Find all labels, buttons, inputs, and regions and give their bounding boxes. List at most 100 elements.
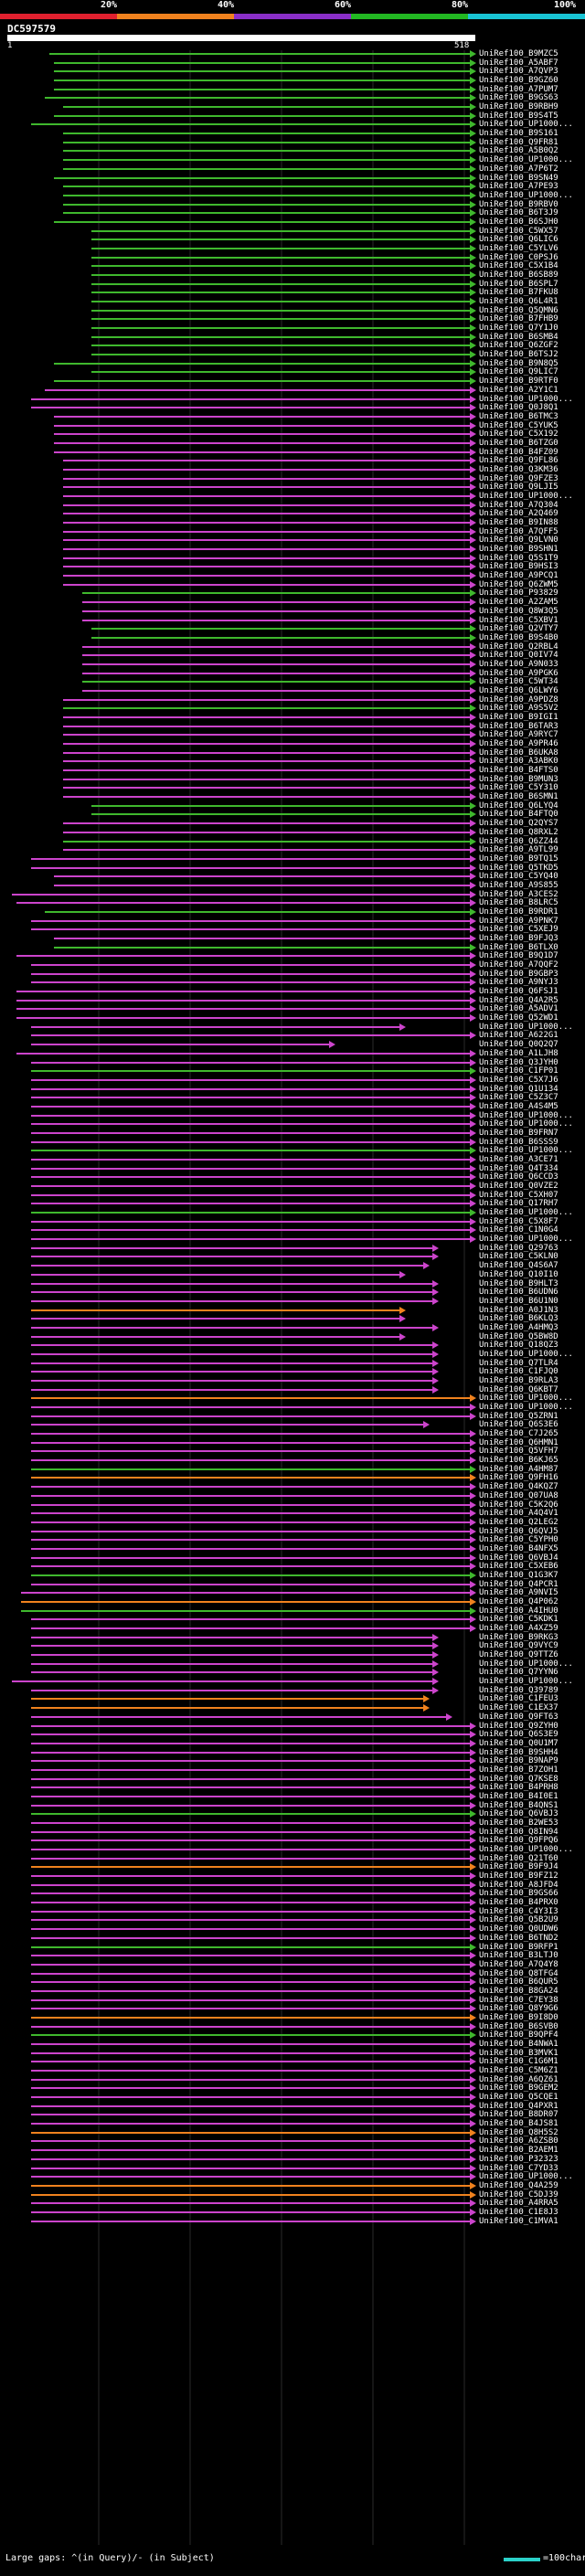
hit-label[interactable]: UniRef100_Q6ZWM5 xyxy=(479,579,558,589)
hit-label[interactable]: UniRef100_B6SMN1 xyxy=(479,792,558,802)
hit-label[interactable]: UniRef100_Q9FR81 xyxy=(479,137,558,147)
hit-label[interactable]: UniRef100_B9F9J4 xyxy=(479,1862,558,1872)
hit-row[interactable]: UniRef100_B6SPL7 xyxy=(0,280,585,289)
hit-row[interactable]: UniRef100_C5YQ40 xyxy=(0,872,585,881)
hit-label[interactable]: UniRef100_C4Y3I3 xyxy=(479,1906,558,1916)
hit-row[interactable]: UniRef100_B9GEM2 xyxy=(0,2083,585,2093)
hit-label[interactable]: UniRef100_C1FEU3 xyxy=(479,1694,558,1704)
hit-label[interactable]: UniRef100_B7FHB9 xyxy=(479,314,558,324)
hit-label[interactable]: UniRef100_A4Q4V1 xyxy=(479,1509,558,1519)
hit-label[interactable]: UniRef100_C5DJ39 xyxy=(479,2189,558,2200)
hit-row[interactable]: UniRef100_C5XEJ9 xyxy=(0,925,585,934)
hit-row[interactable]: UniRef100_Q4PXR1 xyxy=(0,2102,585,2111)
hit-label[interactable]: UniRef100_Q6CCD3 xyxy=(479,1172,558,1182)
hit-row[interactable]: UniRef100_B4PRH8 xyxy=(0,1783,585,1792)
hit-row[interactable]: UniRef100_Q7Y1J0 xyxy=(0,323,585,333)
hit-row[interactable]: UniRef100_C5Z3C7 xyxy=(0,1093,585,1102)
hit-row[interactable]: UniRef100_B9F9J4 xyxy=(0,1862,585,1871)
hit-label[interactable]: UniRef100_Q9FH16 xyxy=(479,1473,558,1483)
hit-row[interactable]: UniRef100_UP1000... xyxy=(0,1208,585,1217)
hit-label[interactable]: UniRef100_B8LRC5 xyxy=(479,898,558,908)
hit-label[interactable]: UniRef100_A622G1 xyxy=(479,1031,558,1041)
hit-label[interactable]: UniRef100_C5X7J6 xyxy=(479,1075,558,1085)
hit-row[interactable]: UniRef100_B6SB89 xyxy=(0,270,585,280)
hit-label[interactable]: UniRef100_B9RKG3 xyxy=(479,1632,558,1642)
hit-row[interactable]: UniRef100_B6SMN1 xyxy=(0,792,585,801)
hit-label[interactable]: UniRef100_Q10I10 xyxy=(479,1269,558,1279)
hit-row[interactable]: UniRef100_Q1G3K7 xyxy=(0,1571,585,1580)
hit-label[interactable]: UniRef100_B9RBV0 xyxy=(479,199,558,209)
hit-label[interactable]: UniRef100_A1LJH8 xyxy=(479,1048,558,1058)
hit-label[interactable]: UniRef100_C5XEJ9 xyxy=(479,925,558,935)
hit-label[interactable]: UniRef100_A7Q304 xyxy=(479,500,558,510)
hit-label[interactable]: UniRef100_C5YQ40 xyxy=(479,872,558,882)
hit-label[interactable]: UniRef100_A7Q4Y8 xyxy=(479,1959,558,1969)
hit-row[interactable]: UniRef100_C5WT34 xyxy=(0,677,585,686)
hit-label[interactable]: UniRef100_C5KDK1 xyxy=(479,1615,558,1625)
hit-label[interactable]: UniRef100_A9TL99 xyxy=(479,845,558,855)
hit-row[interactable]: UniRef100_B2AEM1 xyxy=(0,2146,585,2155)
hit-label[interactable]: UniRef100_A7QFF5 xyxy=(479,526,558,536)
hit-label[interactable]: UniRef100_A9PDZ8 xyxy=(479,694,558,705)
hit-row[interactable]: UniRef100_B9IN88 xyxy=(0,518,585,527)
hit-label[interactable]: UniRef100_B9RFP1 xyxy=(479,1942,558,1952)
hit-label[interactable]: UniRef100_A9S5V2 xyxy=(479,704,558,714)
hit-label[interactable]: UniRef100_Q6QVJ5 xyxy=(479,1526,558,1536)
hit-row[interactable]: UniRef100_UP1000... xyxy=(0,1146,585,1155)
hit-row[interactable]: UniRef100_B6SSS9 xyxy=(0,1138,585,1147)
hit-label[interactable]: UniRef100_Q8TFG4 xyxy=(479,1968,558,1978)
hit-label[interactable]: UniRef100_Q7KSE8 xyxy=(479,1774,558,1784)
hit-label[interactable]: UniRef100_Q6L4R1 xyxy=(479,297,558,307)
hit-row[interactable]: UniRef100_B4FTQ0 xyxy=(0,810,585,819)
hit-label[interactable]: UniRef100_Q18QZ3 xyxy=(479,1341,558,1351)
hit-label[interactable]: UniRef100_UP1000... xyxy=(479,492,573,501)
hit-row[interactable]: UniRef100_B9S161 xyxy=(0,129,585,138)
hit-row[interactable]: UniRef100_Q17RH7 xyxy=(0,1199,585,1208)
hit-row[interactable]: UniRef100_Q9FR81 xyxy=(0,138,585,147)
hit-row[interactable]: UniRef100_B6TAR3 xyxy=(0,722,585,731)
hit-row[interactable]: UniRef100_B8LRC5 xyxy=(0,898,585,907)
hit-row[interactable]: UniRef100_UP1000... xyxy=(0,120,585,129)
hit-row[interactable]: UniRef100_C1MVA1 xyxy=(0,2217,585,2226)
hit-row[interactable]: UniRef100_A4XZ59 xyxy=(0,1624,585,1633)
hit-label[interactable]: UniRef100_B9S161 xyxy=(479,129,558,139)
hit-label[interactable]: UniRef100_Q2LEG2 xyxy=(479,1517,558,1527)
hit-row[interactable]: UniRef100_A4IHU0 xyxy=(0,1606,585,1616)
hit-row[interactable]: UniRef100_B9SN49 xyxy=(0,174,585,183)
hit-row[interactable]: UniRef100_Q2VTY7 xyxy=(0,624,585,633)
hit-label[interactable]: UniRef100_Q8W3Q5 xyxy=(479,606,558,616)
hit-label[interactable]: UniRef100_B6SJH0 xyxy=(479,217,558,227)
hit-label[interactable]: UniRef100_Q4P062 xyxy=(479,1597,558,1606)
hit-row[interactable]: UniRef100_C1N0G4 xyxy=(0,1225,585,1235)
hit-label[interactable]: UniRef100_A0J1N3 xyxy=(479,1305,558,1315)
hit-row[interactable]: UniRef100_A7Q4Y8 xyxy=(0,1960,585,1969)
hit-label[interactable]: UniRef100_A7QVP3 xyxy=(479,67,558,77)
hit-label[interactable]: UniRef100_C1FJQ0 xyxy=(479,1367,558,1377)
hit-row[interactable]: UniRef100_Q5S1T9 xyxy=(0,554,585,563)
hit-row[interactable]: UniRef100_Q9FZE3 xyxy=(0,474,585,483)
hit-label[interactable]: UniRef100_B6SPL7 xyxy=(479,279,558,289)
hit-label[interactable]: UniRef100_A2Y1C1 xyxy=(479,385,558,395)
hit-row[interactable]: UniRef100_B9TQ15 xyxy=(0,854,585,864)
hit-row[interactable]: UniRef100_Q6LYQ4 xyxy=(0,801,585,811)
hit-row[interactable]: UniRef100_Q9FH16 xyxy=(0,1473,585,1482)
hit-row[interactable]: UniRef100_UP1000... xyxy=(0,1350,585,1359)
hit-label[interactable]: UniRef100_Q6HMN1 xyxy=(479,1437,558,1447)
hit-label[interactable]: UniRef100_A5ADV1 xyxy=(479,1004,558,1014)
hit-label[interactable]: UniRef100_C7YD33 xyxy=(479,2163,558,2173)
hit-label[interactable]: UniRef100_A7PUM7 xyxy=(479,84,558,94)
hit-label[interactable]: UniRef100_A4RRA5 xyxy=(479,2199,558,2209)
hit-row[interactable]: UniRef100_B4NWA1 xyxy=(0,2040,585,2049)
hit-row[interactable]: UniRef100_C5WX57 xyxy=(0,227,585,236)
hit-label[interactable]: UniRef100_B9QPF4 xyxy=(479,2030,558,2041)
hit-row[interactable]: UniRef100_Q3KM36 xyxy=(0,465,585,474)
hit-label[interactable]: UniRef100_Q21T60 xyxy=(479,1853,558,1863)
hit-label[interactable]: UniRef100_UP1000... xyxy=(479,1146,573,1156)
hit-row[interactable]: UniRef100_A9PNK7 xyxy=(0,917,585,926)
hit-label[interactable]: UniRef100_UP1000... xyxy=(479,1119,573,1129)
hit-label[interactable]: UniRef100_B6UKA8 xyxy=(479,747,558,758)
hit-label[interactable]: UniRef100_B9FRN7 xyxy=(479,1128,558,1138)
hit-label[interactable]: UniRef100_UP1000... xyxy=(479,1022,573,1032)
hit-label[interactable]: UniRef100_Q9FPQ6 xyxy=(479,1836,558,1846)
hit-label[interactable]: UniRef100_Q2VTY7 xyxy=(479,624,558,634)
